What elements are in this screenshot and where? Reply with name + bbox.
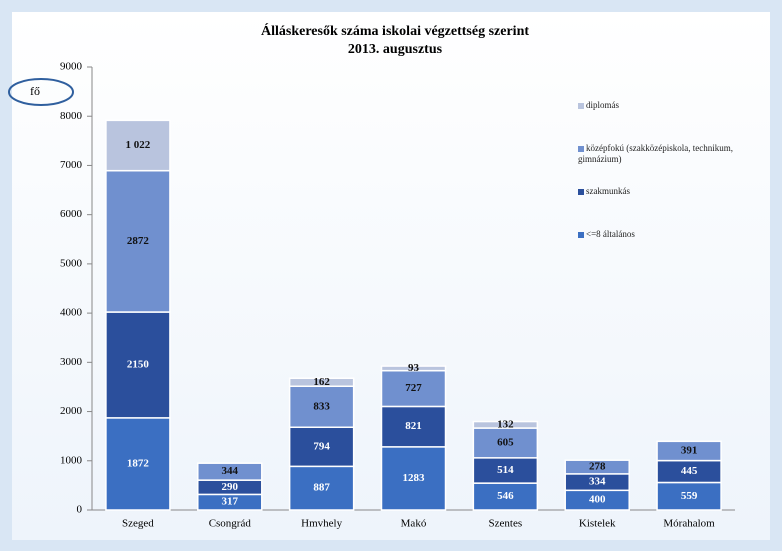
data-label: 162 [313,376,330,388]
data-label: 514 [497,464,514,476]
data-label: 334 [589,476,606,488]
data-label: 559 [681,490,698,502]
data-label: 727 [405,382,422,394]
data-label: 821 [405,420,422,432]
legend-label: diplomás [586,100,619,110]
y-tick-label: 3000 [60,356,83,368]
y-tick-label: 9000 [60,61,83,73]
x-tick-label: Makó [401,518,427,530]
data-label: 1283 [403,472,426,484]
bar-segment [380,369,447,408]
data-label: 317 [222,496,239,508]
data-label: 605 [497,436,514,448]
bar-segment [105,169,171,313]
annotation: fő [30,84,40,98]
data-label: 445 [681,465,698,477]
bar-segment [288,377,355,388]
data-label: 278 [589,461,606,473]
legend-item: középfokú (szakközépiskola, technikum, g… [578,143,768,165]
data-label: 833 [313,400,330,412]
data-label: 2872 [127,235,150,247]
bar-segment [472,420,539,429]
x-tick-label: Hmvhely [301,518,342,530]
y-tick-label: 0 [77,504,83,516]
y-tick-label: 5000 [60,257,83,269]
x-tick-label: Kistelek [579,518,616,530]
bar-segment [288,385,355,429]
bar-segment [105,417,171,511]
data-label: 132 [497,418,514,430]
legend-swatch [578,102,584,109]
bar-segment [380,405,447,448]
legend-label: középfokú (szakközépiskola, technikum, g… [578,143,733,164]
bar-segment [472,482,539,511]
data-label: 546 [497,490,514,502]
chart-subtitle: 2013. augusztus [348,42,443,57]
legend-label: <=8 általános [586,229,635,239]
y-tick-label: 6000 [60,208,83,220]
y-tick-label: 1000 [60,454,83,466]
bar-segment [472,457,539,484]
data-label: 887 [313,482,330,494]
data-label: 1 022 [126,139,151,151]
bar-segment [288,426,355,468]
data-label: 290 [222,481,239,493]
x-tick-label: Szentes [489,518,523,530]
bar-segment [656,440,722,462]
y-tick-label: 8000 [60,110,83,122]
legend-swatch [578,145,584,152]
data-label: 344 [222,465,239,477]
bar-segment [105,119,171,172]
y-tick-label: 2000 [60,405,83,417]
data-label: 400 [589,494,606,506]
legend-item: <=8 általános [578,229,768,240]
data-label: 391 [681,444,698,456]
legend-item: szakmunkás [578,186,768,197]
bar-segment [656,481,722,511]
x-tick-label: Mórahalom [663,518,715,530]
y-tick-label: 4000 [60,307,83,319]
annotation-ellipse [8,78,74,106]
data-label: 794 [313,440,330,452]
bar-segment [564,459,630,475]
data-label: 2150 [127,358,150,370]
data-label: 1872 [127,457,150,469]
x-tick-label: Csongrád [209,518,252,530]
legend-swatch [578,231,584,238]
x-tick-label: Szeged [122,518,154,530]
bar-segment [380,365,447,372]
legend-swatch [578,188,584,195]
chart-title: Álláskeresők száma iskolai végzettség sz… [261,22,529,39]
bar-segment [197,462,263,481]
data-label: 93 [408,362,420,374]
legend-item: diplomás [578,100,768,111]
bar-segment [105,311,171,419]
legend-label: szakmunkás [586,186,630,196]
y-tick-label: 7000 [60,159,83,171]
